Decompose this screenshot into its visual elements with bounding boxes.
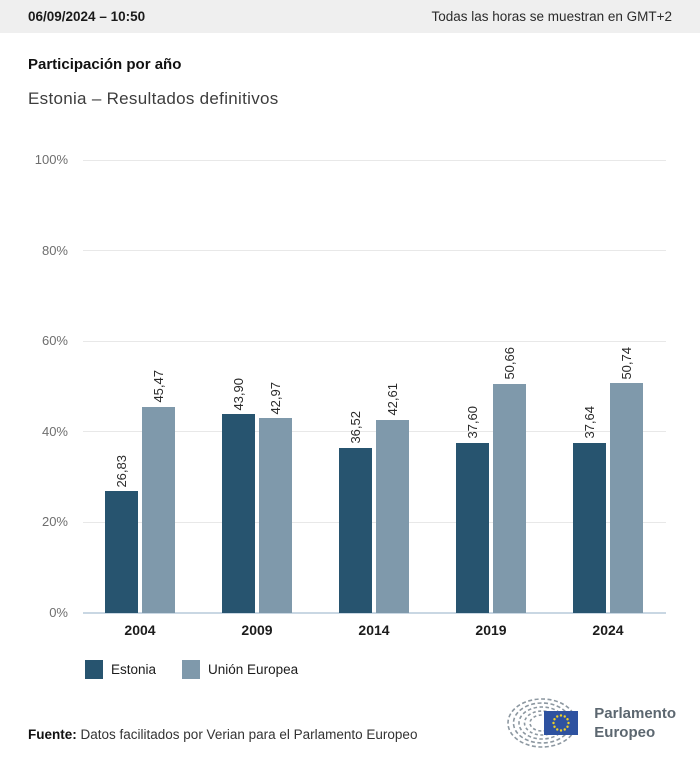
x-tick-label: 2019 [475,622,507,638]
footer-source: Fuente: Datos facilitados por Verian par… [28,727,417,742]
x-tick-label: 2014 [358,622,390,638]
bar-uni-n-europea-2009 [259,418,292,613]
gridline-20 [83,521,666,523]
bar-value-label: 50,66 [501,346,517,380]
legend-swatch-icon [85,660,103,679]
y-tick-label: 0% [49,605,68,620]
x-axis-line [83,612,666,614]
bar-value-label: 37,64 [581,405,597,439]
bar-uni-n-europea-2019 [493,383,526,613]
timezone-note: Todas las horas se muestran en GMT+2 [431,9,673,24]
bar-uni-n-europea-2024 [610,383,643,613]
bar-value-label: 42,61 [384,383,400,416]
source-text: Datos facilitados por Verian para el Par… [76,727,418,742]
gridline-40 [83,431,666,433]
logo-text-line1: Parlamento [594,704,676,722]
bar-estonia-2004 [105,491,138,613]
x-tick-label: 2009 [241,622,273,638]
bar-value-label: 26,83 [113,454,129,488]
bar-chart: 100% 80% 60% 40% 20% 0% 26,83 45,47 2004 43,90 42,… [0,130,700,645]
bar-uni-n-europea-2004 [142,407,175,613]
legend-item-estonia: Estonia [85,660,156,679]
legend-swatch-icon [182,660,201,679]
logo-text: Parlamento Europeo [594,704,676,743]
bar-uni-n-europea-2014 [376,419,409,613]
legend-item-uni-n-europea: Unión Europea [182,660,298,679]
y-tick-label: 100% [34,152,68,167]
bar-value-label: 37,60 [464,406,480,439]
gridline-80 [83,250,666,252]
hemicycle-icon [507,698,579,748]
eu-flag-icon [544,711,579,735]
y-tick-label: 20% [41,514,68,530]
y-tick-label: 40% [41,423,68,439]
chart-title: Participación por año [28,56,182,73]
topbar: 06/09/2024 – 10:50 Todas las horas se mu… [0,0,700,33]
gridline-100 [83,159,666,161]
chart-legend: Estonia Unión Europea [85,660,298,679]
y-tick-label: 60% [41,333,68,349]
bar-estonia-2009 [222,414,255,613]
bar-value-label: 43,90 [230,377,246,411]
gridline-60 [83,340,666,342]
logo-text-line2: Europeo [594,724,656,741]
bar-estonia-2019 [456,442,489,613]
legend-label: Unión Europea [208,662,299,677]
ep-logo: Parlamento Europeo [506,697,676,749]
x-tick-label: 2004 [124,622,156,638]
bar-value-label: 36,52 [347,411,363,444]
x-tick-label: 2024 [592,622,624,638]
source-label: Fuente: [28,727,77,742]
bar-value-label: 45,47 [150,370,166,404]
datetime-text: 06/09/2024 – 10:50 [28,9,146,24]
bar-value-label: 42,97 [267,381,283,415]
bar-value-label: 50,74 [618,346,634,380]
bar-estonia-2024 [573,442,606,613]
y-tick-label: 80% [41,242,68,258]
legend-label: Estonia [111,662,157,677]
bar-estonia-2014 [339,447,372,613]
chart-subtitle: Estonia – Resultados definitivos [28,89,279,108]
